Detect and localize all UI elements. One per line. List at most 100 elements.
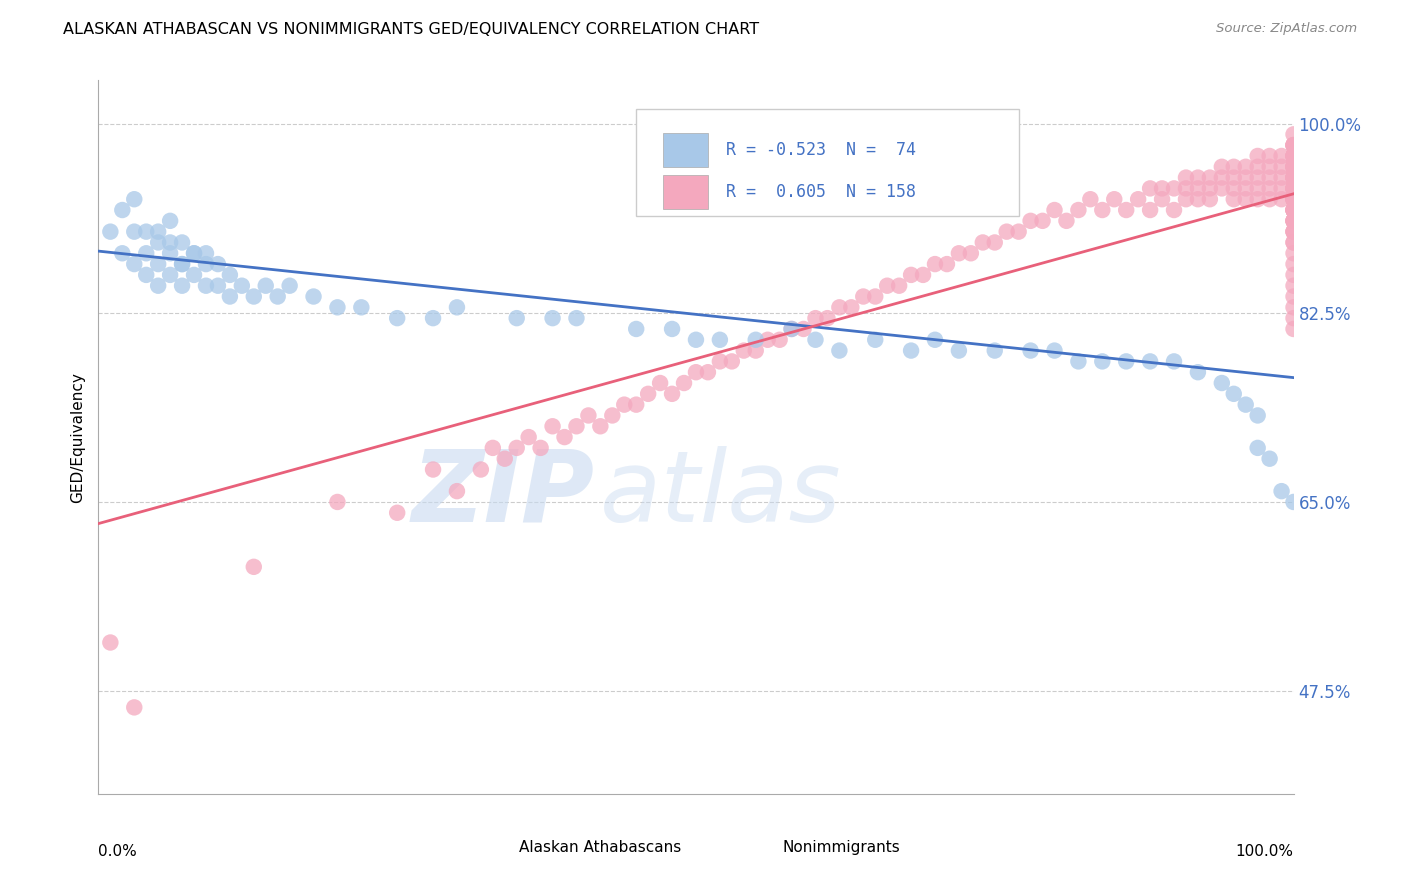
Point <box>124 225 146 239</box>
Point <box>1282 170 1305 185</box>
Point <box>709 333 731 347</box>
Point <box>1211 160 1233 174</box>
Point <box>1282 138 1305 153</box>
FancyBboxPatch shape <box>637 109 1019 216</box>
Point <box>1282 202 1305 217</box>
Point <box>1223 387 1246 401</box>
Point <box>207 278 229 293</box>
Point <box>1282 214 1305 228</box>
Point <box>1282 235 1305 250</box>
Y-axis label: GED/Equivalency: GED/Equivalency <box>70 372 86 502</box>
Point <box>1019 214 1042 228</box>
Point <box>135 246 157 260</box>
Point <box>1247 181 1270 195</box>
Point <box>207 257 229 271</box>
Point <box>1282 138 1305 153</box>
Point <box>1282 235 1305 250</box>
Point <box>900 343 922 358</box>
Point <box>1223 181 1246 195</box>
Point <box>626 322 648 336</box>
Point <box>111 246 134 260</box>
Point <box>385 311 409 326</box>
Point <box>1234 192 1257 206</box>
Point <box>1282 170 1305 185</box>
Point <box>1271 484 1294 499</box>
Point <box>1282 322 1305 336</box>
Point <box>721 354 744 368</box>
Point <box>1043 202 1066 217</box>
Point <box>1139 354 1161 368</box>
Point <box>1199 192 1222 206</box>
Point <box>506 441 529 455</box>
Point <box>936 257 959 271</box>
Point <box>1282 192 1305 206</box>
Point <box>924 333 946 347</box>
Point <box>494 451 516 466</box>
Point <box>1282 160 1305 174</box>
Point <box>1282 149 1305 163</box>
Point <box>804 333 827 347</box>
Point <box>254 278 277 293</box>
Point <box>1282 160 1305 174</box>
Point <box>219 268 242 282</box>
Point <box>1223 192 1246 206</box>
Point <box>626 398 648 412</box>
Point <box>1282 214 1305 228</box>
Point <box>828 343 851 358</box>
Point <box>183 246 205 260</box>
Text: R =  0.605  N = 158: R = 0.605 N = 158 <box>725 183 915 201</box>
Point <box>1282 149 1305 163</box>
Point <box>124 192 146 206</box>
Point <box>1067 202 1090 217</box>
Point <box>124 257 146 271</box>
Point <box>972 235 994 250</box>
Point <box>1211 376 1233 390</box>
Point <box>541 311 564 326</box>
Point <box>1282 149 1305 163</box>
Point <box>1282 301 1305 315</box>
Point <box>661 322 683 336</box>
Point <box>1247 409 1270 423</box>
Text: 100.0%: 100.0% <box>1236 844 1294 859</box>
Point <box>685 333 707 347</box>
Point <box>1282 225 1305 239</box>
Point <box>1115 202 1137 217</box>
Point <box>1187 192 1209 206</box>
Point <box>1282 181 1305 195</box>
Point <box>1258 160 1281 174</box>
Text: Nonimmigrants: Nonimmigrants <box>782 840 900 855</box>
Point <box>159 246 181 260</box>
Point <box>780 322 803 336</box>
Point <box>1247 170 1270 185</box>
Point <box>1282 214 1305 228</box>
Point <box>1115 354 1137 368</box>
Point <box>148 257 170 271</box>
Point <box>1258 170 1281 185</box>
Point <box>350 301 373 315</box>
Point <box>1234 170 1257 185</box>
Point <box>446 484 468 499</box>
Point <box>1187 365 1209 379</box>
Point <box>1271 149 1294 163</box>
Point <box>1271 181 1294 195</box>
Point <box>1175 170 1198 185</box>
Point <box>1199 170 1222 185</box>
Point <box>135 225 157 239</box>
Point <box>578 409 600 423</box>
Point <box>326 301 349 315</box>
Point <box>613 398 636 412</box>
Point <box>1247 192 1270 206</box>
Point <box>841 301 863 315</box>
Point <box>219 289 242 303</box>
Point <box>1282 225 1305 239</box>
Point <box>1187 170 1209 185</box>
Point <box>900 268 922 282</box>
Point <box>195 257 218 271</box>
Point <box>876 278 898 293</box>
Point <box>243 559 266 574</box>
Point <box>1282 149 1305 163</box>
Bar <box>662 133 709 168</box>
Point <box>756 333 779 347</box>
Point <box>1282 202 1305 217</box>
Point <box>172 278 194 293</box>
